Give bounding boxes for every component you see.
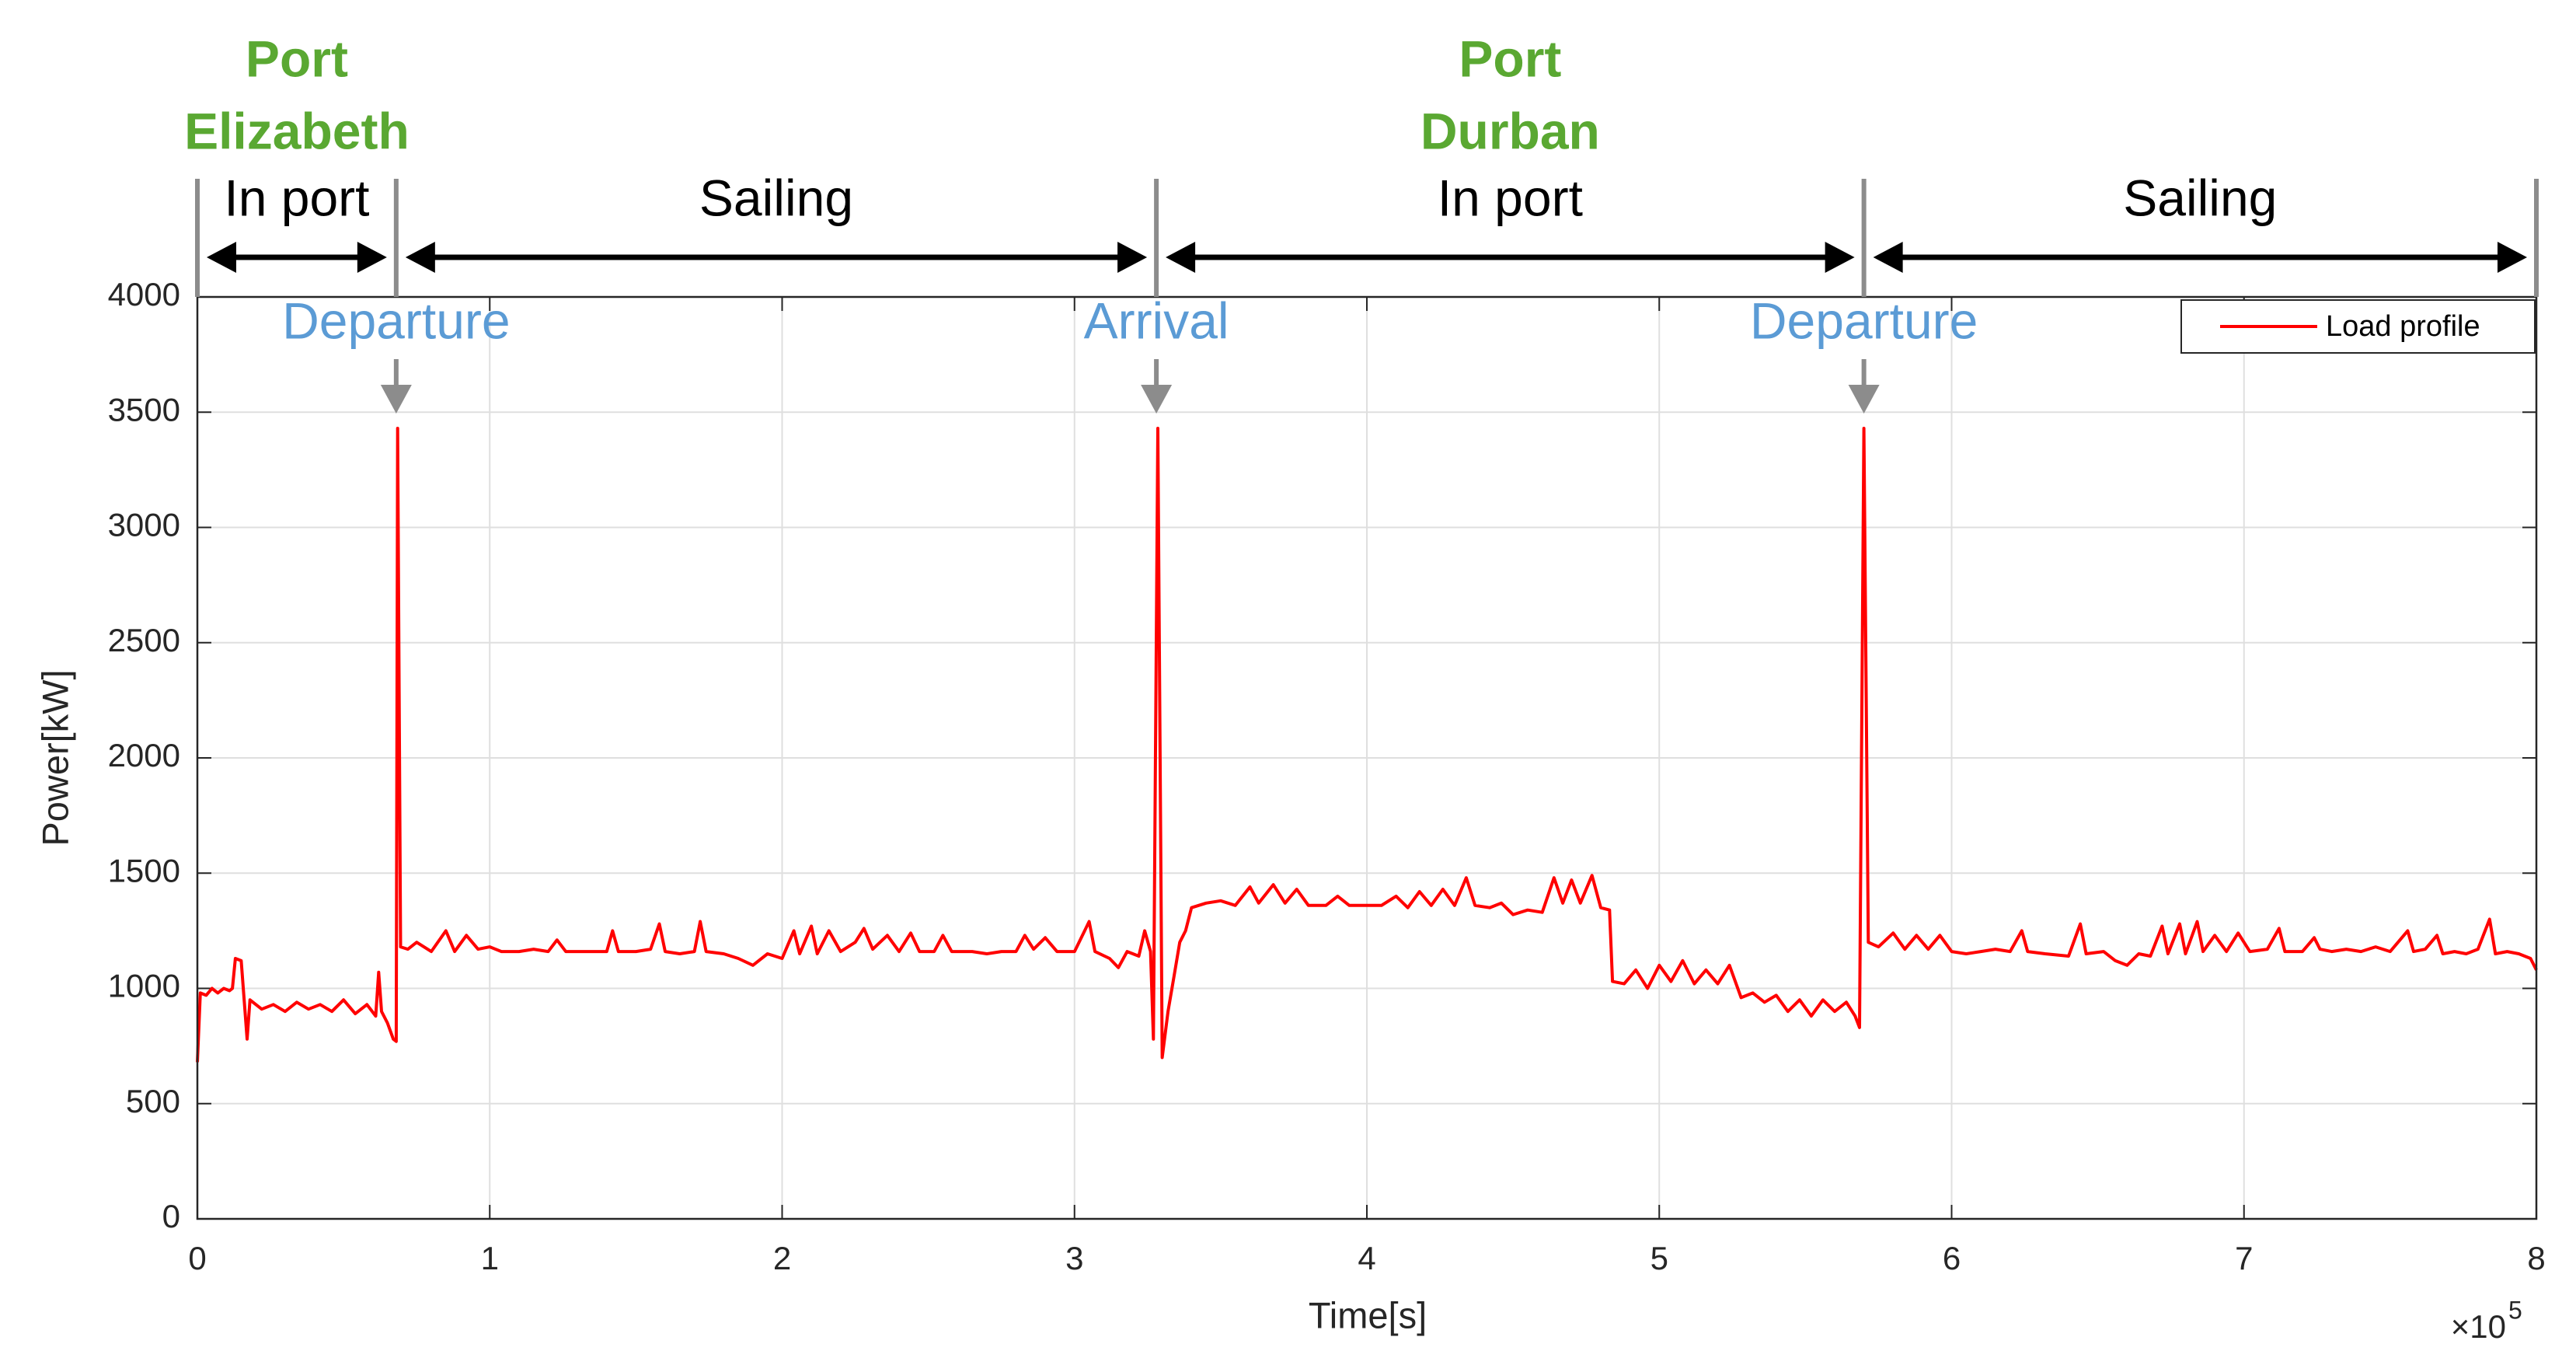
event-label: Arrival (1084, 292, 1229, 349)
x-tick-label: 8 (2527, 1240, 2545, 1276)
y-tick-label: 1500 (108, 852, 180, 888)
x-multiplier: ×10 (2451, 1308, 2506, 1345)
y-tick-label: 3000 (108, 507, 180, 543)
arrowhead (1848, 385, 1880, 414)
axes-box (196, 295, 2538, 1220)
x-tick-label: 1 (481, 1240, 499, 1276)
port-label: Port (1459, 30, 1561, 87)
x-multiplier-exponent: 5 (2508, 1296, 2522, 1324)
y-tick-label: 3500 (108, 391, 180, 428)
y-tick-label: 2000 (108, 737, 180, 773)
y-axis-label: Power[kW] (34, 669, 75, 846)
y-tick-label: 4000 (108, 276, 180, 312)
phase-label: In port (1438, 169, 1583, 226)
arrowhead (1873, 242, 1903, 273)
y-tick-label: 1000 (108, 968, 180, 1004)
arrowhead (207, 242, 236, 273)
x-tick-label: 6 (1943, 1240, 1961, 1276)
y-tick-label: 2500 (108, 622, 180, 658)
x-tick-label: 7 (2235, 1240, 2253, 1276)
port-label: Port (246, 30, 348, 87)
arrowhead (1141, 385, 1173, 414)
phase-label: In port (224, 169, 369, 226)
arrowhead (2498, 242, 2527, 273)
x-axis-label: Time[s] (1309, 1294, 1427, 1335)
data-line (196, 427, 2538, 1063)
legend-label: Load profile (2326, 310, 2480, 343)
x-tick-label: 0 (188, 1240, 206, 1276)
port-label: Durban (1420, 102, 1600, 159)
y-tick-label: 0 (162, 1198, 180, 1234)
x-tick-label: 4 (1358, 1240, 1375, 1276)
arrowhead (357, 242, 387, 273)
arrowhead (1117, 242, 1148, 273)
x-tick-label: 3 (1065, 1240, 1083, 1276)
arrowhead (405, 242, 435, 273)
phase-label: Sailing (2123, 169, 2277, 226)
x-tick-label: 5 (1651, 1240, 1668, 1276)
phase-label: Sailing (699, 169, 853, 226)
x-tick-label: 2 (773, 1240, 791, 1276)
port-label: Elizabeth (184, 102, 410, 159)
arrowhead (1166, 242, 1196, 273)
arrowhead (1825, 242, 1855, 273)
arrowhead (380, 385, 412, 414)
event-label: Departure (1750, 292, 1978, 349)
y-tick-label: 500 (126, 1083, 180, 1119)
event-label: Departure (282, 292, 511, 349)
